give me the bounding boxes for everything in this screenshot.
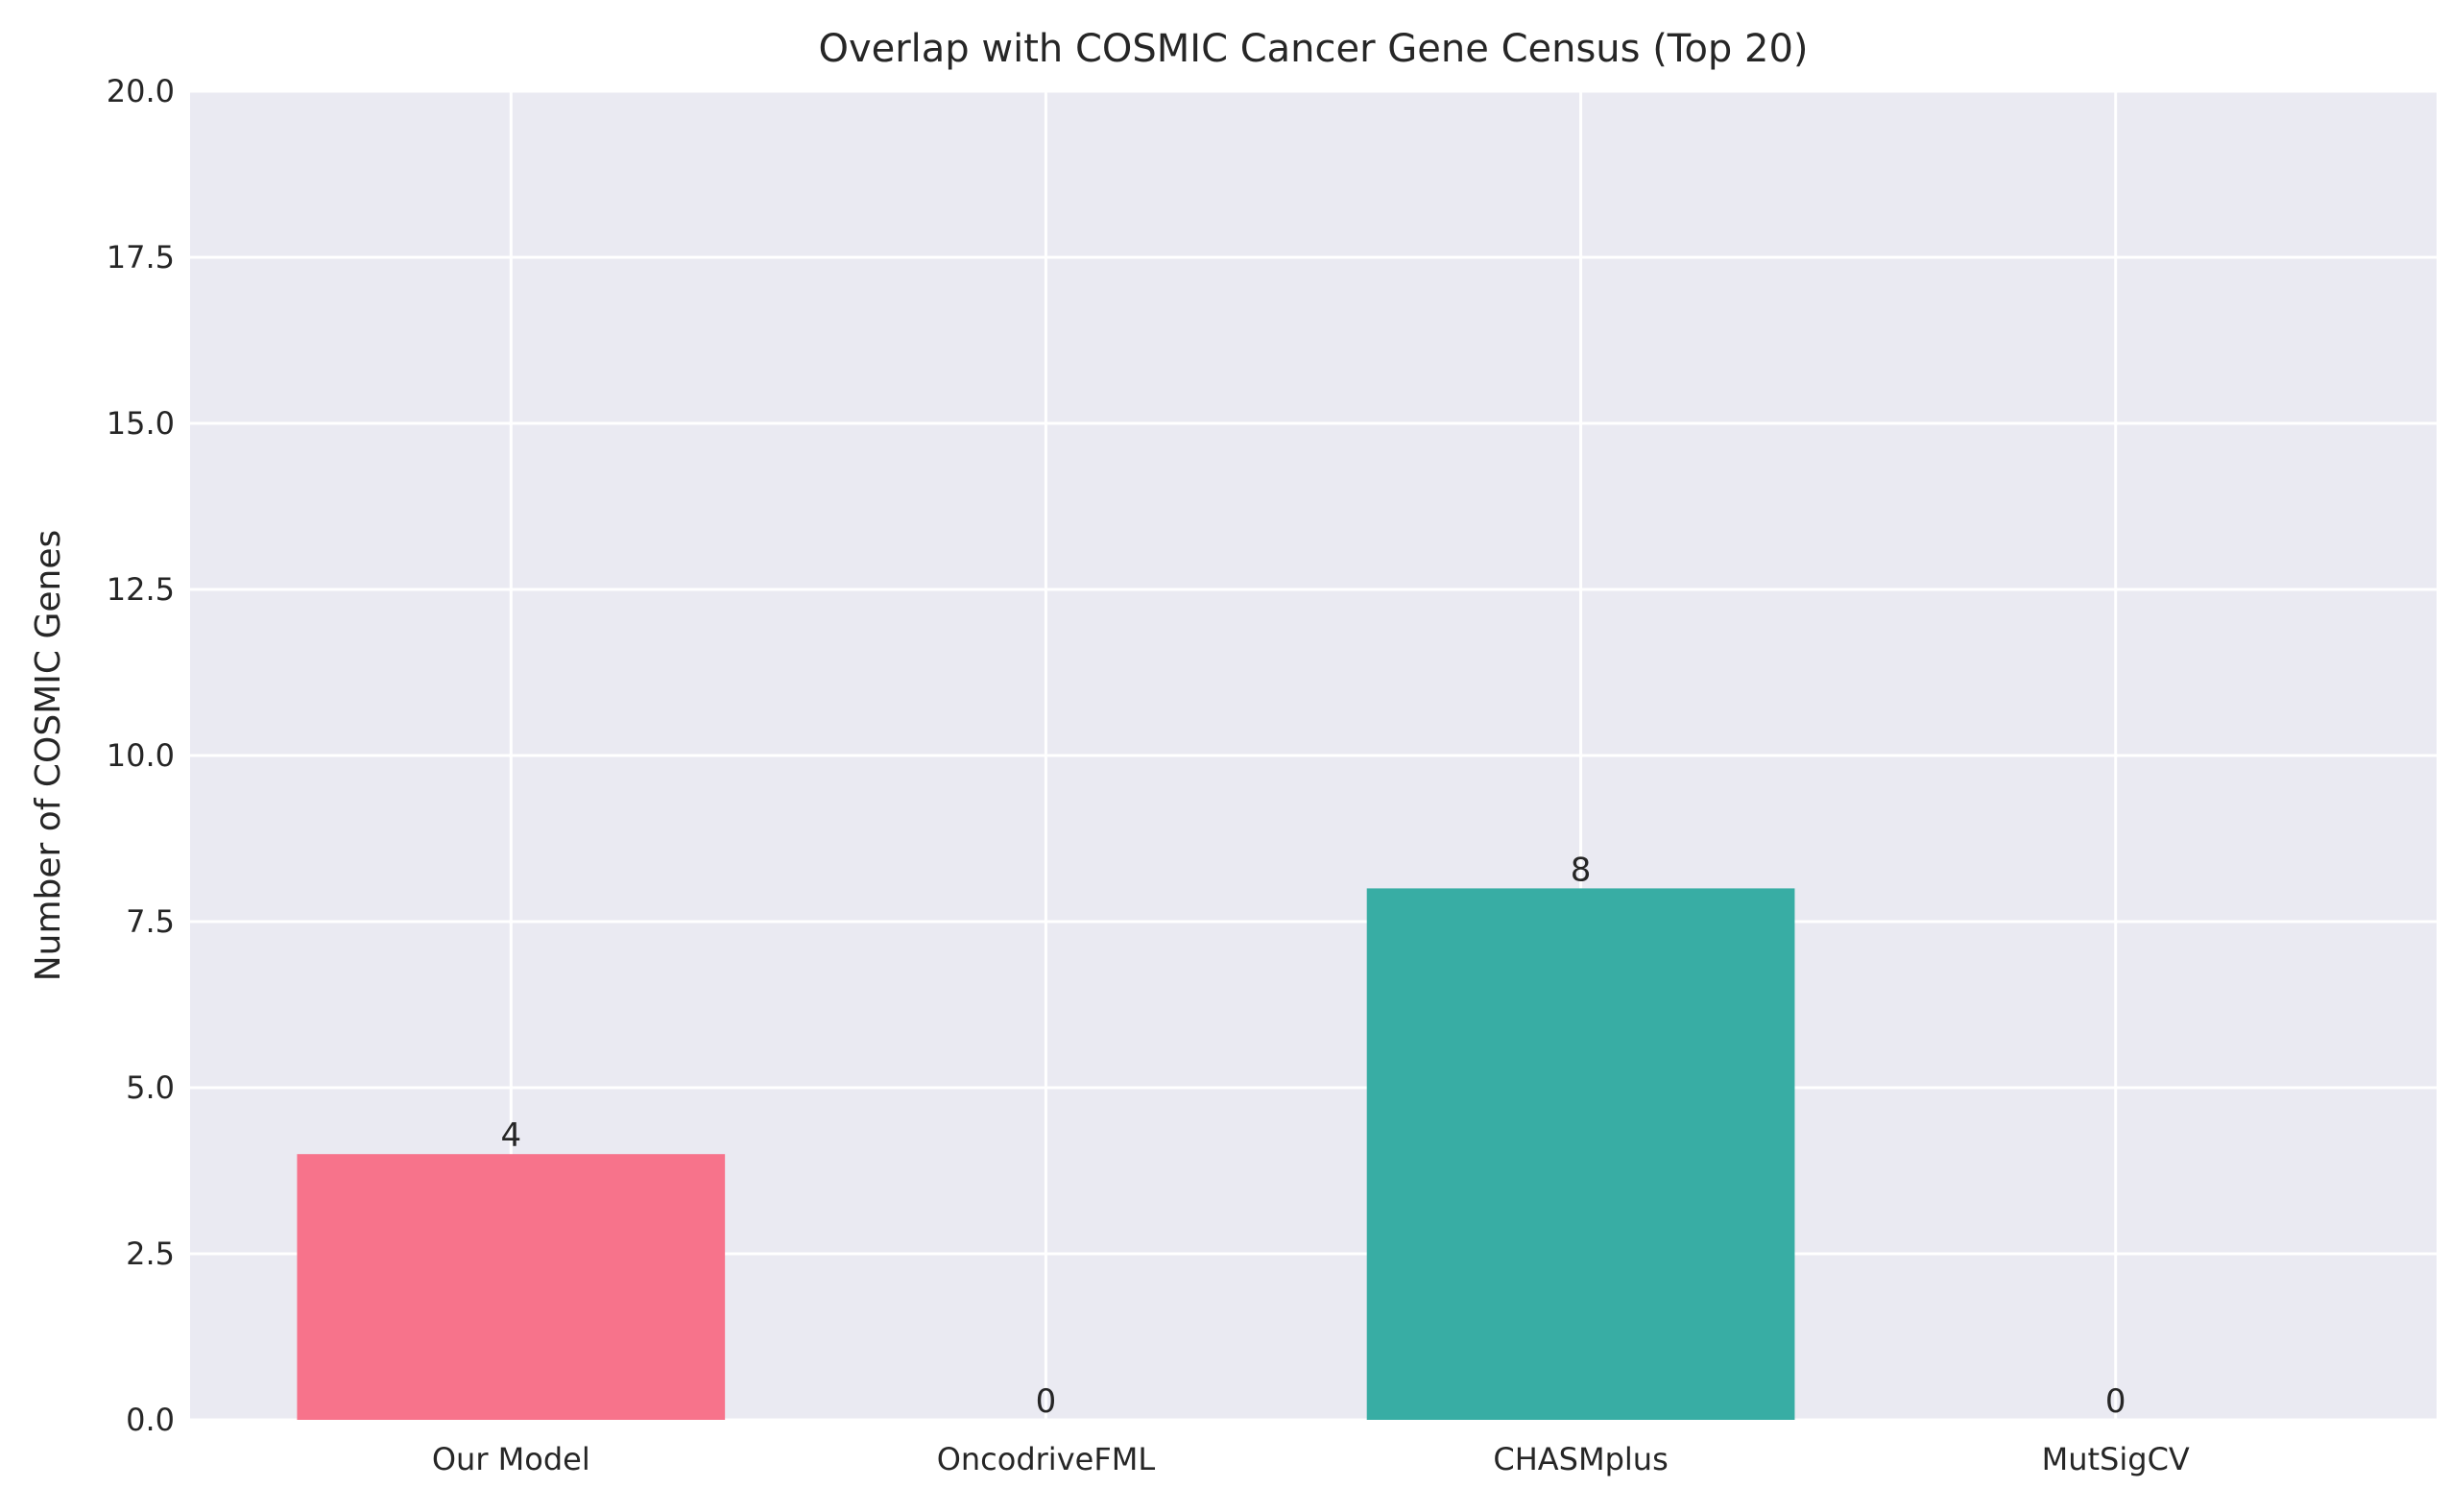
x-tick-labels: Our Model OncodriveFML CHASMplus MutSigCV bbox=[432, 1441, 2190, 1477]
y-axis-label: Number of COSMIC Genes bbox=[29, 530, 68, 982]
bar-chasmplus bbox=[1366, 888, 1795, 1420]
y-tick-label: 5.0 bbox=[126, 1069, 175, 1106]
bar-value-labels: 4 0 8 0 bbox=[500, 851, 2126, 1421]
y-tick-label: 15.0 bbox=[107, 405, 175, 442]
bar-value-label: 0 bbox=[1036, 1382, 1057, 1421]
x-tick-label: CHASMplus bbox=[1493, 1441, 1668, 1477]
y-tick-labels: 0.0 2.5 5.0 7.5 10.0 12.5 15.0 17.5 20.0 bbox=[107, 73, 175, 1438]
y-tick-label: 2.5 bbox=[126, 1236, 175, 1272]
bar-value-label: 8 bbox=[1571, 851, 1592, 889]
bar-value-label: 0 bbox=[2105, 1382, 2126, 1421]
x-tick-label: MutSigCV bbox=[2042, 1441, 2190, 1477]
bar-our-model bbox=[297, 1154, 726, 1420]
y-tick-label: 10.0 bbox=[107, 737, 175, 774]
bar-value-label: 4 bbox=[500, 1116, 521, 1155]
bars bbox=[297, 888, 1795, 1420]
y-tick-label: 12.5 bbox=[107, 571, 175, 608]
y-tick-label: 20.0 bbox=[107, 73, 175, 109]
x-tick-label: Our Model bbox=[432, 1441, 590, 1477]
y-tick-label: 17.5 bbox=[107, 239, 175, 276]
chart-title: Overlap with COSMIC Cancer Gene Census (… bbox=[818, 27, 1808, 71]
x-tick-label: OncodriveFML bbox=[937, 1441, 1156, 1477]
y-tick-label: 0.0 bbox=[126, 1402, 175, 1438]
y-tick-label: 7.5 bbox=[126, 903, 175, 940]
